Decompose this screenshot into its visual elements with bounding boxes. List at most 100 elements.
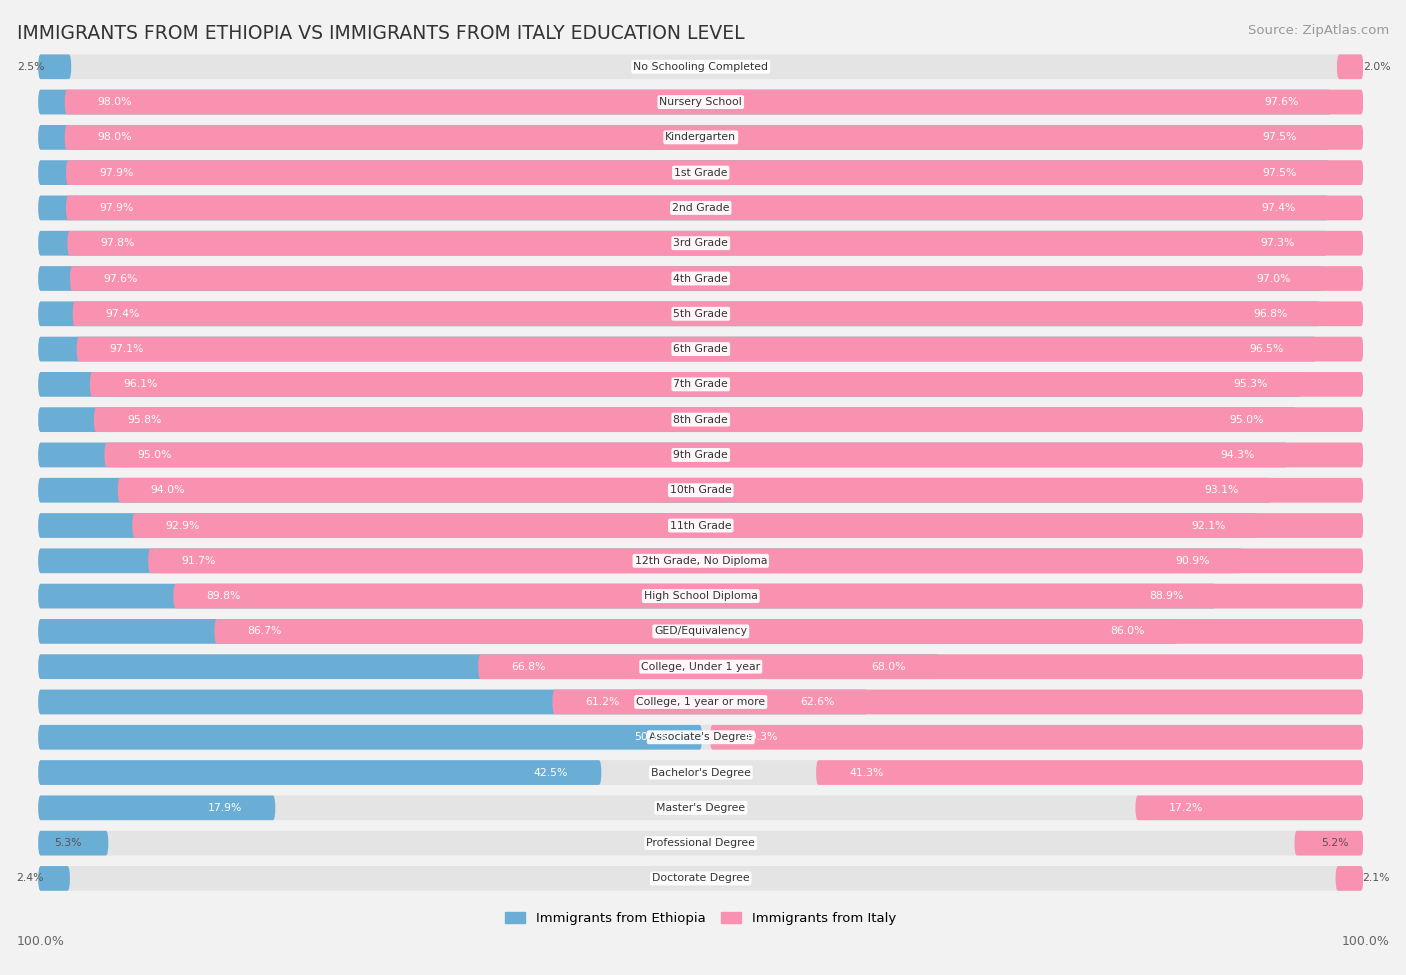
FancyBboxPatch shape <box>67 231 1364 255</box>
FancyBboxPatch shape <box>38 90 1331 114</box>
FancyBboxPatch shape <box>38 301 1322 327</box>
Text: 97.3%: 97.3% <box>1260 238 1295 249</box>
Text: 100.0%: 100.0% <box>1341 935 1389 948</box>
FancyBboxPatch shape <box>132 513 1364 538</box>
Text: 97.5%: 97.5% <box>1263 133 1298 142</box>
Text: 92.9%: 92.9% <box>166 521 200 530</box>
Text: 42.5%: 42.5% <box>534 767 568 777</box>
FancyBboxPatch shape <box>38 478 1272 502</box>
FancyBboxPatch shape <box>38 55 1364 79</box>
FancyBboxPatch shape <box>38 796 1364 820</box>
FancyBboxPatch shape <box>38 160 1330 185</box>
Text: Master's Degree: Master's Degree <box>657 802 745 813</box>
Text: 100.0%: 100.0% <box>17 935 65 948</box>
FancyBboxPatch shape <box>815 760 1364 785</box>
FancyBboxPatch shape <box>38 760 1364 785</box>
FancyBboxPatch shape <box>38 619 1364 644</box>
Text: 95.8%: 95.8% <box>127 414 162 425</box>
Text: 94.0%: 94.0% <box>150 486 186 495</box>
Text: 95.0%: 95.0% <box>1229 414 1264 425</box>
Text: No Schooling Completed: No Schooling Completed <box>633 61 768 72</box>
Text: 9th Grade: 9th Grade <box>673 449 728 460</box>
FancyBboxPatch shape <box>38 408 1364 432</box>
FancyBboxPatch shape <box>38 266 1364 291</box>
Text: Source: ZipAtlas.com: Source: ZipAtlas.com <box>1249 24 1389 37</box>
FancyBboxPatch shape <box>38 549 1364 573</box>
FancyBboxPatch shape <box>214 619 1364 644</box>
Text: 97.4%: 97.4% <box>1261 203 1296 213</box>
FancyBboxPatch shape <box>76 336 1364 362</box>
FancyBboxPatch shape <box>38 689 868 715</box>
FancyBboxPatch shape <box>38 513 1258 538</box>
Text: 96.5%: 96.5% <box>1250 344 1284 354</box>
FancyBboxPatch shape <box>38 408 1298 432</box>
FancyBboxPatch shape <box>65 90 1364 114</box>
Legend: Immigrants from Ethiopia, Immigrants from Italy: Immigrants from Ethiopia, Immigrants fro… <box>506 912 896 925</box>
Text: 97.9%: 97.9% <box>98 203 134 213</box>
Text: College, Under 1 year: College, Under 1 year <box>641 662 761 672</box>
Text: 95.3%: 95.3% <box>1233 379 1268 389</box>
FancyBboxPatch shape <box>90 372 1364 397</box>
FancyBboxPatch shape <box>38 125 1330 150</box>
Text: Kindergarten: Kindergarten <box>665 133 737 142</box>
FancyBboxPatch shape <box>38 336 1364 362</box>
FancyBboxPatch shape <box>38 796 276 820</box>
FancyBboxPatch shape <box>38 196 1364 220</box>
Text: 88.9%: 88.9% <box>1149 591 1182 602</box>
Text: 41.3%: 41.3% <box>849 767 883 777</box>
Text: 17.9%: 17.9% <box>208 802 242 813</box>
FancyBboxPatch shape <box>104 443 1364 467</box>
Text: 11th Grade: 11th Grade <box>669 521 731 530</box>
FancyBboxPatch shape <box>38 372 1364 397</box>
FancyBboxPatch shape <box>478 654 1364 679</box>
Text: 86.0%: 86.0% <box>1111 626 1144 637</box>
FancyBboxPatch shape <box>38 831 108 855</box>
FancyBboxPatch shape <box>38 372 1301 397</box>
Text: 7th Grade: 7th Grade <box>673 379 728 389</box>
FancyBboxPatch shape <box>38 619 1178 644</box>
Text: 68.0%: 68.0% <box>872 662 907 672</box>
Text: 66.8%: 66.8% <box>512 662 546 672</box>
FancyBboxPatch shape <box>38 725 702 750</box>
FancyBboxPatch shape <box>38 866 70 891</box>
Text: 8th Grade: 8th Grade <box>673 414 728 425</box>
Text: 96.8%: 96.8% <box>1254 309 1288 319</box>
FancyBboxPatch shape <box>173 584 1364 608</box>
FancyBboxPatch shape <box>94 408 1364 432</box>
Text: 62.6%: 62.6% <box>800 697 835 707</box>
FancyBboxPatch shape <box>38 760 602 785</box>
Text: 2.1%: 2.1% <box>1362 874 1389 883</box>
Text: IMMIGRANTS FROM ETHIOPIA VS IMMIGRANTS FROM ITALY EDUCATION LEVEL: IMMIGRANTS FROM ETHIOPIA VS IMMIGRANTS F… <box>17 24 745 43</box>
Text: 92.1%: 92.1% <box>1191 521 1226 530</box>
Text: 97.5%: 97.5% <box>1263 168 1298 177</box>
FancyBboxPatch shape <box>38 196 1329 220</box>
Text: Doctorate Degree: Doctorate Degree <box>652 874 749 883</box>
FancyBboxPatch shape <box>66 196 1364 220</box>
Text: College, 1 year or more: College, 1 year or more <box>636 697 765 707</box>
Text: Associate's Degree: Associate's Degree <box>648 732 752 742</box>
FancyBboxPatch shape <box>38 513 1364 538</box>
Text: 10th Grade: 10th Grade <box>669 486 731 495</box>
FancyBboxPatch shape <box>38 584 1216 608</box>
FancyBboxPatch shape <box>38 831 1364 855</box>
Text: 4th Grade: 4th Grade <box>673 274 728 284</box>
Text: High School Diploma: High School Diploma <box>644 591 758 602</box>
FancyBboxPatch shape <box>38 549 1243 573</box>
Text: GED/Equivalency: GED/Equivalency <box>654 626 747 637</box>
Text: 2.0%: 2.0% <box>1364 61 1391 72</box>
Text: 97.6%: 97.6% <box>103 274 138 284</box>
FancyBboxPatch shape <box>553 689 1364 715</box>
Text: Professional Degree: Professional Degree <box>647 838 755 848</box>
FancyBboxPatch shape <box>65 125 1364 150</box>
Text: 86.7%: 86.7% <box>247 626 283 637</box>
FancyBboxPatch shape <box>710 725 1364 750</box>
Text: 97.8%: 97.8% <box>100 238 135 249</box>
Text: 89.8%: 89.8% <box>207 591 240 602</box>
Text: 98.0%: 98.0% <box>98 133 132 142</box>
FancyBboxPatch shape <box>70 266 1364 291</box>
FancyBboxPatch shape <box>38 443 1288 467</box>
Text: 97.1%: 97.1% <box>110 344 143 354</box>
Text: 5.2%: 5.2% <box>1322 838 1348 848</box>
FancyBboxPatch shape <box>38 125 1364 150</box>
FancyBboxPatch shape <box>38 689 1364 715</box>
